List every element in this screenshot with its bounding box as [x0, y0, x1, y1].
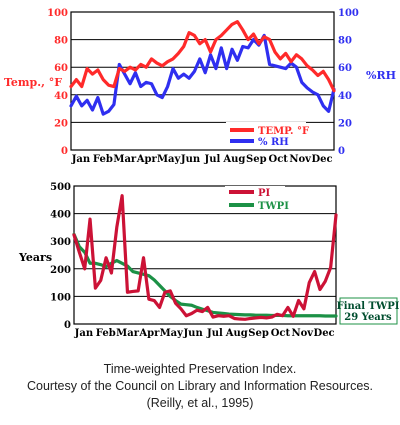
chart1-right-tick-label: 0	[338, 146, 345, 157]
caption-citation: (Reilly, et al., 1995)	[146, 396, 254, 410]
chart1-frame	[70, 11, 335, 151]
chart1-series-line-rh	[69, 33, 336, 116]
chart1-x-tick-label: Apr	[136, 154, 158, 165]
chart2-x-tick-label: Sep	[248, 328, 269, 339]
chart1-left-tick-label: 40	[54, 91, 68, 102]
chart1-left-axis-label: Temp., °F	[4, 76, 62, 89]
chart2-x-tick-label: Oct	[271, 328, 291, 339]
chart2-y-tick-label: 300	[50, 237, 71, 248]
chart1-x-tick-label: Aug	[222, 154, 245, 165]
chart1-left-tick-label: 0	[61, 146, 68, 157]
chart1-x-tick-label: Jul	[204, 154, 221, 165]
chart2-y-tick-label: 200	[50, 265, 71, 276]
chart2-y-tick-label: 100	[50, 292, 71, 303]
chart1-series-line-temp-f	[69, 20, 336, 93]
chart1-right-tick-label: 80	[338, 36, 352, 47]
chart1-x-tick-label: May	[157, 154, 182, 165]
caption-credit: Courtesy of the Council on Library and I…	[26, 379, 373, 393]
chart2-y-tick-label: 500	[50, 182, 71, 193]
chart2-x-tick-label: Feb	[96, 328, 116, 339]
chart2-x-tick-label: Dec	[314, 328, 335, 339]
chart1-x-tick-label: Feb	[93, 154, 113, 165]
chart1-x-tick-label: Jan	[71, 154, 91, 165]
chart1-x-tick-label: Mar	[113, 154, 137, 165]
chart2-x-tick-label: Aug	[225, 328, 248, 339]
chart1-x-tick-label: Sep	[246, 154, 267, 165]
chart2-x-tick-label: Jul	[206, 328, 223, 339]
chart1-left-tick-label: 100	[47, 8, 68, 19]
chart2-x-tick-label: May	[160, 328, 185, 339]
caption-title: Time-weighted Preservation Index.	[103, 362, 297, 376]
chart1-left-tick-label: 60	[54, 63, 68, 74]
chart2-x-tick-label: Nov	[291, 328, 314, 339]
chart1-x-tick-label: Nov	[289, 154, 312, 165]
chart2-y-tick-label: 0	[64, 320, 71, 331]
chart2-y-tick-label: 400	[50, 210, 71, 221]
chart2-y-axis-label: Years	[18, 251, 52, 264]
final-twpi-annotation-label: Final TWPI	[337, 301, 400, 312]
chart2-legend-label-twpi: TWPI	[258, 201, 289, 212]
chart1-legend-label-rh: % RH	[258, 137, 289, 148]
chart1-left-tick-label: 20	[54, 118, 68, 129]
final-twpi-annotation-value: 29 Years	[344, 312, 392, 323]
chart1-legend-label-temp-f: TEMP. °F	[258, 126, 309, 137]
chart1-right-tick-label: 40	[338, 91, 352, 102]
final-twpi-annotation-box	[339, 297, 398, 325]
chart2-series-line-pi	[72, 194, 338, 321]
chart2-x-tick-label: Jun	[182, 328, 203, 339]
chart1-x-tick-label: Jun	[180, 154, 201, 165]
chart1-right-tick-label: 100	[338, 8, 359, 19]
chart1-right-axis-label: %RH	[366, 69, 396, 82]
chart1-right-tick-label: 20	[338, 118, 352, 129]
chart1-left-tick-label: 80	[54, 36, 68, 47]
chart1-x-tick-label: Dec	[311, 154, 332, 165]
chart2-legend-label-pi: PI	[258, 188, 271, 199]
chart2-x-tick-label: Mar	[116, 328, 140, 339]
chart1-x-tick-label: Oct	[268, 154, 288, 165]
chart1-right-tick-label: 60	[338, 63, 352, 74]
chart2-x-tick-label: Apr	[138, 328, 160, 339]
chart2-frame	[73, 185, 337, 325]
chart2-x-tick-label: Jan	[74, 328, 94, 339]
